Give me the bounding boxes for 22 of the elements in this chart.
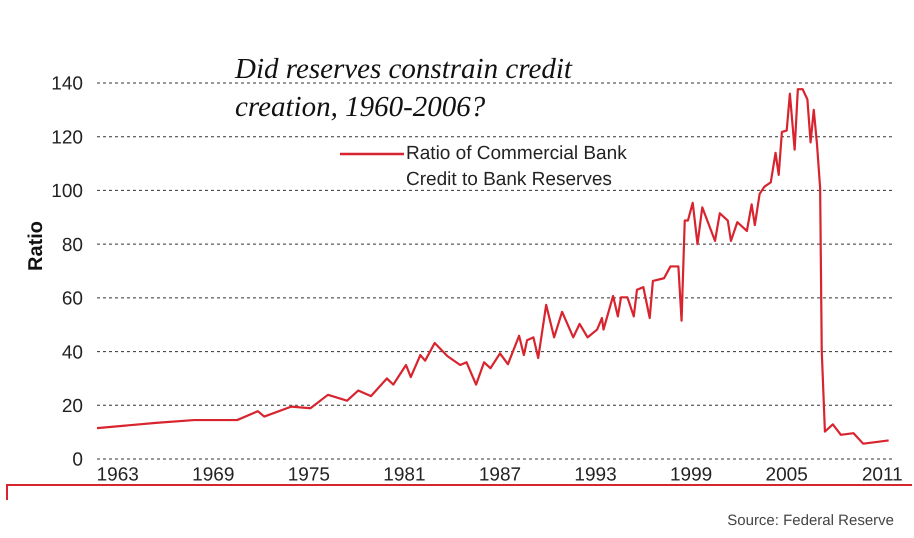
x-tick-label: 1987 bbox=[478, 464, 522, 486]
y-tick-label: 60 bbox=[62, 288, 83, 310]
x-tick-label: 1969 bbox=[192, 464, 234, 486]
y-tick-label: 40 bbox=[62, 342, 83, 364]
x-tick-label: 1981 bbox=[383, 464, 426, 486]
y-tick-label: 80 bbox=[62, 234, 83, 256]
x-tick-label: 2011 bbox=[862, 464, 903, 486]
line-series bbox=[97, 88, 890, 445]
y-tick-label: 140 bbox=[51, 74, 83, 95]
y-tick-label: 100 bbox=[51, 181, 83, 202]
chart-title: Did reserves constrain credit creation, 1960-2006? bbox=[235, 52, 574, 125]
y-axis-title: Ratio bbox=[25, 221, 48, 271]
legend-label: Ratio of Commercial Bank Credit to Bank Reserves bbox=[406, 142, 628, 192]
x-tick-label: 2005 bbox=[766, 464, 808, 486]
x-tick-label: 1999 bbox=[670, 464, 712, 486]
x-tick-label: 1993 bbox=[574, 464, 617, 486]
x-tick-label: 1975 bbox=[288, 464, 330, 486]
y-tick-label: 120 bbox=[51, 127, 83, 148]
source-note: Source: Federal Reserve bbox=[727, 512, 894, 529]
y-tick-label: 20 bbox=[62, 396, 83, 418]
x-tick-label: 1963 bbox=[96, 464, 139, 486]
y-tick-label: 0 bbox=[72, 450, 83, 471]
